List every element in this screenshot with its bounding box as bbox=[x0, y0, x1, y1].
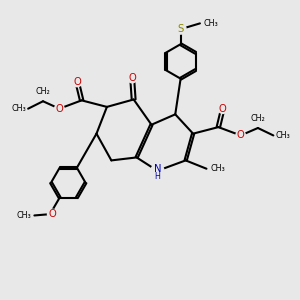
Circle shape bbox=[47, 209, 57, 219]
Circle shape bbox=[128, 73, 137, 83]
Text: O: O bbox=[128, 73, 136, 83]
Text: CH₃: CH₃ bbox=[210, 164, 225, 173]
Circle shape bbox=[218, 104, 228, 113]
Circle shape bbox=[175, 23, 186, 34]
Text: O: O bbox=[237, 130, 244, 140]
Circle shape bbox=[72, 77, 82, 87]
Text: CH₃: CH₃ bbox=[276, 131, 290, 140]
Text: CH₃: CH₃ bbox=[11, 104, 26, 113]
Text: H: H bbox=[154, 172, 160, 181]
Text: CH₂: CH₂ bbox=[36, 87, 50, 96]
Text: O: O bbox=[56, 104, 63, 114]
Circle shape bbox=[55, 104, 64, 113]
Text: CH₃: CH₃ bbox=[203, 19, 218, 28]
Text: CH₃: CH₃ bbox=[16, 211, 31, 220]
Text: CH₂: CH₂ bbox=[250, 114, 265, 123]
Text: O: O bbox=[219, 104, 227, 114]
Text: S: S bbox=[178, 24, 184, 34]
Text: N: N bbox=[154, 164, 161, 174]
Circle shape bbox=[236, 131, 245, 140]
Text: O: O bbox=[73, 77, 81, 87]
Circle shape bbox=[151, 164, 164, 177]
Text: O: O bbox=[48, 209, 56, 219]
